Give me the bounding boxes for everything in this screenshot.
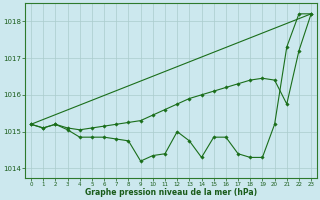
X-axis label: Graphe pression niveau de la mer (hPa): Graphe pression niveau de la mer (hPa) <box>85 188 257 197</box>
